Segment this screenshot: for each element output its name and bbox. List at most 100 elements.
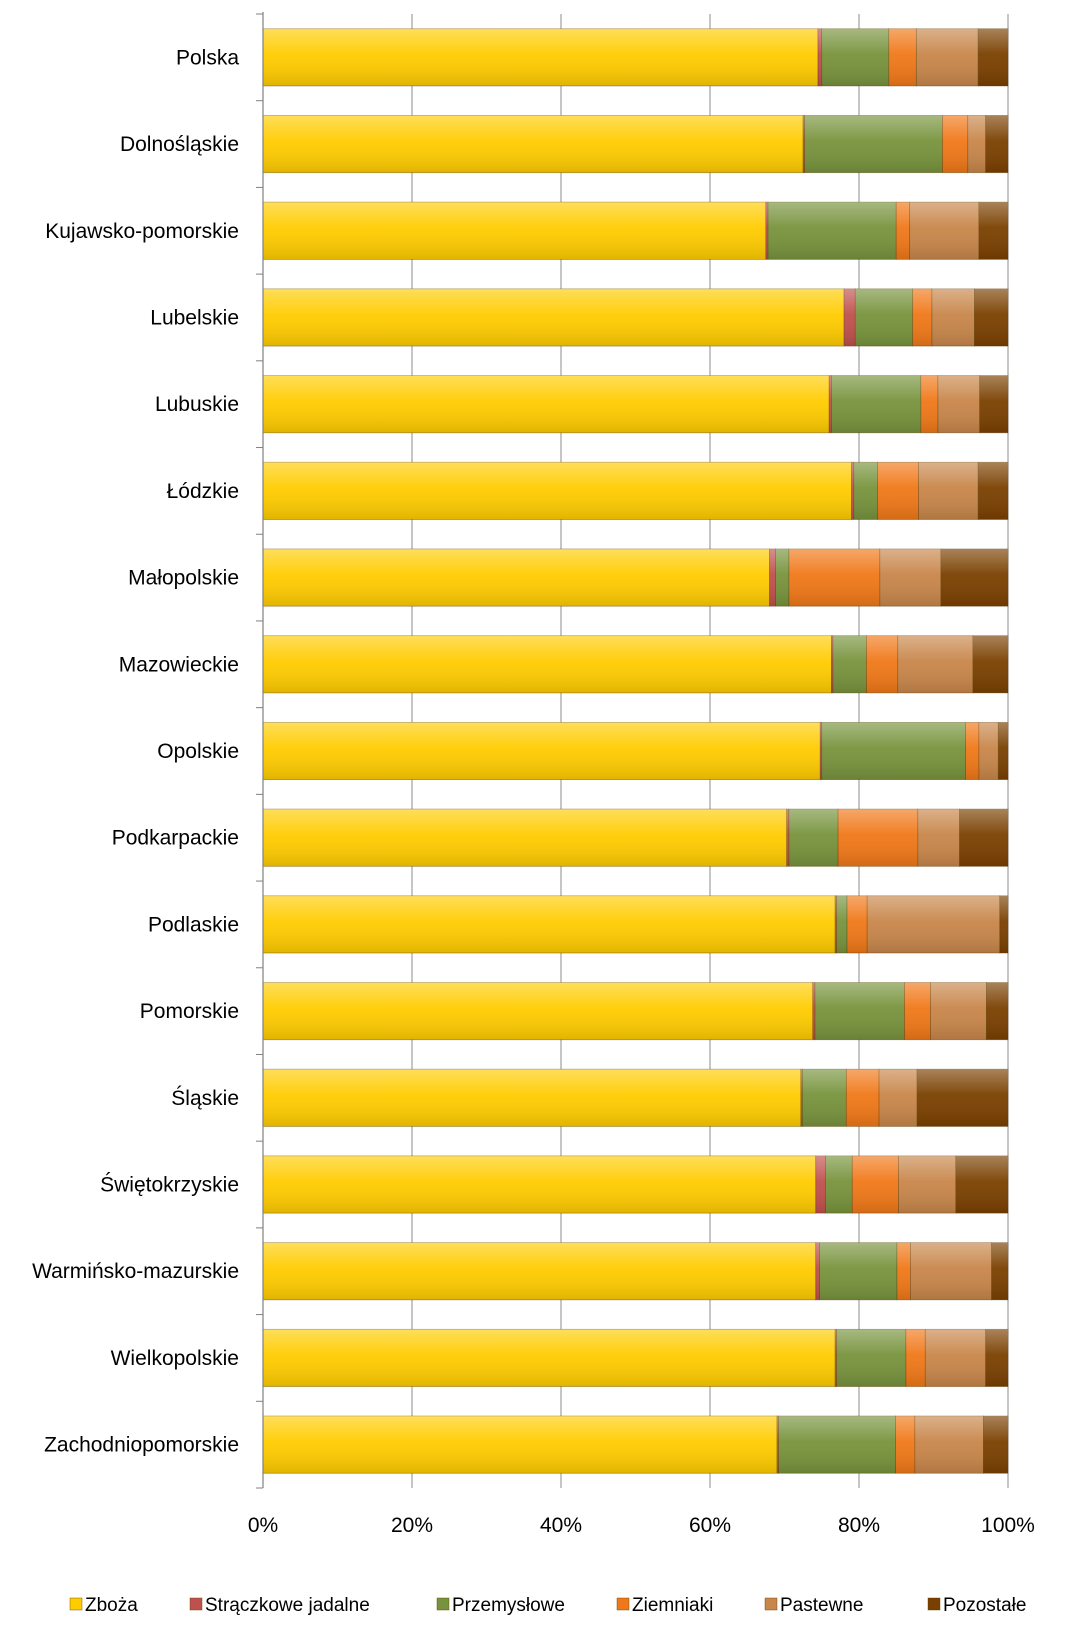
bar-segment-highlight	[912, 288, 933, 347]
legend-swatch	[927, 1597, 941, 1611]
x-tick-label: 40%	[540, 1514, 582, 1537]
bar-segment-highlight	[918, 462, 979, 520]
bar-segment-highlight	[955, 1155, 1008, 1214]
bar-segment-highlight	[983, 1416, 1008, 1474]
bar-segment-highlight	[263, 635, 832, 693]
x-tick-label: 0%	[248, 1514, 278, 1537]
bar-segment-highlight	[932, 288, 975, 347]
bar-segment-highlight	[905, 1329, 926, 1387]
x-tick-label: 80%	[838, 1514, 880, 1537]
bar-segment-highlight	[804, 115, 943, 173]
bar-segment-highlight	[836, 1329, 906, 1387]
bar-segment-highlight	[831, 375, 921, 433]
bar-segment-highlight	[972, 635, 1008, 693]
legend-swatch	[189, 1597, 203, 1611]
bar-segment-highlight	[769, 548, 776, 607]
legend-swatch	[436, 1597, 450, 1611]
bar-segment-highlight	[917, 809, 960, 867]
bar-segment-highlight	[937, 375, 980, 433]
legend-label: Pozostałe	[943, 1595, 1026, 1616]
bar-segment-highlight	[998, 722, 1008, 780]
bar-segment-highlight	[985, 1329, 1008, 1387]
category-label: Podkarpackie	[112, 827, 239, 850]
bar-segment-highlight	[851, 462, 854, 520]
bar-segment-highlight	[898, 1155, 956, 1214]
legend: Zboża Strączkowe jadalne Przemysłowe Ziemni…	[69, 1595, 1026, 1616]
x-tick-label: 100%	[981, 1514, 1035, 1537]
x-tick-label: 60%	[689, 1514, 731, 1537]
bar-segment-highlight	[978, 722, 999, 780]
bar-segment-highlight	[263, 1242, 816, 1300]
bar-segment-highlight	[914, 1416, 984, 1474]
bar-segment-highlight	[895, 1416, 915, 1474]
bar-segment-highlight	[832, 635, 867, 693]
bar-segment-highlight	[765, 202, 769, 260]
bar-segment-highlight	[967, 115, 986, 173]
legend-swatch	[616, 1597, 630, 1611]
bar-segment-highlight	[263, 1416, 778, 1474]
bar-segment-highlight	[852, 1155, 899, 1214]
legend-label: Pastewne	[780, 1595, 863, 1616]
category-label: Opolskie	[157, 740, 239, 763]
bar-segment-highlight	[879, 548, 941, 607]
bar-segment-highlight	[999, 895, 1008, 954]
category-label: Polska	[176, 46, 239, 69]
bar-segment-highlight	[777, 1416, 779, 1474]
bar-segment-highlight	[819, 1242, 897, 1300]
category-label: Śląskie	[171, 1086, 239, 1110]
bar-segment-highlight	[821, 722, 966, 780]
bar-segment-highlight	[896, 1242, 911, 1300]
category-label: Mazowieckie	[119, 653, 239, 676]
category-label: Małopolskie	[128, 567, 239, 590]
bar-segment-highlight	[930, 982, 987, 1040]
bar-segment-highlight	[812, 982, 816, 1040]
category-label: Podlaskie	[148, 913, 239, 936]
bar-segment-highlight	[788, 809, 839, 867]
category-label: Wielkopolskie	[111, 1347, 239, 1370]
bar-segment-highlight	[896, 202, 910, 260]
category-label: Dolnośląskie	[120, 133, 239, 156]
bar-segment-highlight	[853, 462, 878, 520]
bar-segment-highlight	[991, 1242, 1008, 1300]
category-label: Kujawsko-pomorskie	[45, 220, 239, 243]
category-label: Zachodniopomorskie	[44, 1434, 239, 1457]
legend-label: Przemysłowe	[452, 1595, 565, 1616]
bar-segment-highlight	[820, 722, 822, 780]
bar-segment-highlight	[263, 895, 836, 954]
bar-segment-highlight	[263, 115, 804, 173]
bar-segment-highlight	[916, 28, 979, 86]
category-label: Świętokrzyskie	[100, 1173, 239, 1197]
bar-segment-highlight	[825, 1155, 853, 1214]
legend-swatch	[69, 1597, 83, 1611]
bar-segment-highlight	[821, 28, 889, 86]
bar-segment-highlight	[263, 1329, 836, 1387]
bar-segment-highlight	[877, 462, 919, 520]
bar-segment-highlight	[940, 548, 1008, 607]
bar-segment-highlight	[263, 548, 770, 607]
bar-segment-highlight	[263, 288, 845, 347]
bar-segment-highlight	[855, 288, 913, 347]
bar-segment-highlight	[786, 809, 789, 867]
bar-segment-highlight	[835, 1329, 837, 1387]
bar-segment-highlight	[978, 462, 1008, 520]
bar-segment-highlight	[829, 375, 832, 433]
category-label: Lubelskie	[150, 306, 239, 329]
bar-segment-highlight	[263, 809, 787, 867]
bar-segment-highlight	[818, 28, 822, 86]
category-label: Pomorskie	[140, 1000, 239, 1023]
bar-segment-highlight	[978, 28, 1008, 86]
category-labels: Polska Dolnośląskie Kujawsko-pomorskie Lube…	[32, 46, 239, 1456]
bar-segment-highlight	[959, 809, 1008, 867]
bar-segment-highlight	[768, 202, 897, 260]
bar-segment-highlight	[815, 1242, 820, 1300]
bar-segment-highlight	[979, 375, 1008, 433]
bar-segment-highlight	[844, 288, 856, 347]
bar-segment-highlight	[917, 1069, 1008, 1127]
bar-segment-highlight	[263, 202, 766, 260]
bar-segment-highlight	[263, 462, 852, 520]
legend-swatch	[764, 1597, 778, 1611]
bar-segment-highlight	[803, 115, 805, 173]
bar-segment-highlight	[263, 1155, 816, 1214]
